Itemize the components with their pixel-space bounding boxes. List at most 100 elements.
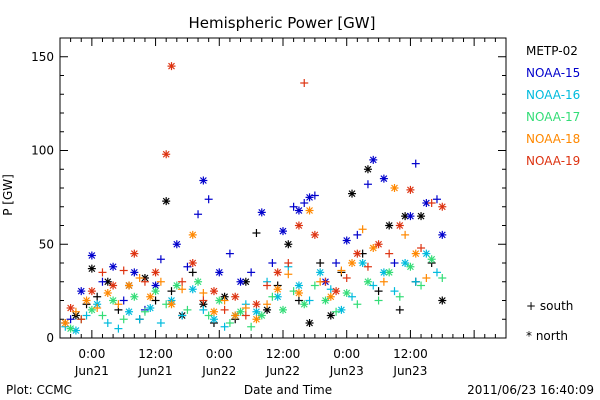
north-point (236, 307, 245, 316)
north-point (321, 296, 330, 305)
x-tick-date-label: Jun23 (392, 364, 427, 378)
north-point (130, 292, 139, 301)
north-point (87, 305, 96, 314)
north-point (284, 240, 293, 249)
north-point (342, 236, 351, 245)
marker-stroke (364, 165, 372, 173)
south-point (178, 285, 187, 294)
north-point (348, 189, 357, 198)
marker-stroke (306, 207, 313, 214)
south-point (363, 262, 372, 271)
south-point (178, 311, 187, 320)
marker-stroke (343, 237, 351, 244)
south-point (263, 281, 272, 290)
north-point (66, 304, 75, 312)
south-point (188, 268, 197, 277)
north-point (209, 287, 218, 296)
south-point (310, 281, 319, 290)
north-point (427, 255, 436, 264)
north-point (252, 300, 261, 309)
north-point (194, 277, 203, 286)
marker-stroke (189, 259, 197, 267)
north-point (422, 249, 431, 258)
south-point (289, 202, 298, 211)
north-point (358, 259, 367, 267)
marker-stroke (152, 287, 159, 295)
legend-entry: METP-02 (526, 44, 578, 58)
marker-stroke (417, 212, 425, 220)
y-tick-label: 50 (39, 237, 54, 251)
marker-stroke (364, 278, 372, 286)
marker-stroke (146, 304, 154, 312)
marker-stroke (83, 297, 90, 304)
marker-legend: + south * north (526, 299, 573, 343)
marker-stroke (258, 208, 266, 216)
marker-stroke (72, 327, 80, 334)
x-tick-date-label: Jun23 (329, 364, 364, 378)
marker-stroke (284, 240, 292, 248)
north-point (77, 287, 86, 296)
south-point (93, 292, 102, 301)
marker-stroke (369, 156, 377, 164)
marker-stroke (253, 308, 260, 316)
north-point (188, 259, 197, 267)
south-point (140, 307, 149, 316)
north-point (209, 315, 218, 324)
north-point (305, 206, 314, 215)
marker-stroke (438, 231, 446, 239)
marker-stroke (380, 268, 388, 276)
x-tick-date-label: Jun21 (74, 364, 109, 378)
south-point (358, 225, 367, 234)
south-point (82, 311, 91, 320)
south-point (199, 305, 208, 314)
south-point (167, 287, 176, 296)
marker-stroke (279, 227, 287, 235)
south-point (395, 292, 404, 301)
north-point (279, 227, 287, 236)
south-point (220, 296, 229, 305)
south-point (98, 268, 107, 277)
marker-stroke (422, 250, 430, 258)
south-point (401, 230, 410, 239)
marker-stroke (210, 315, 218, 323)
y-axis-label: P [GW] (1, 174, 15, 216)
north-point (66, 324, 75, 333)
north-point (252, 315, 261, 324)
marker-stroke (396, 222, 404, 229)
south-point (220, 322, 229, 331)
marker-stroke (109, 282, 117, 289)
marker-stroke (146, 293, 154, 301)
south-point (342, 274, 351, 282)
north-point (231, 292, 240, 301)
north-point (125, 307, 134, 316)
south-point (156, 319, 165, 327)
marker-stroke (316, 268, 324, 276)
south-point (294, 296, 303, 305)
south-point (77, 315, 86, 324)
south-point (98, 311, 107, 320)
south-point (183, 305, 192, 314)
north-point (342, 289, 351, 297)
marker-stroke (88, 287, 96, 295)
north-point (385, 221, 394, 230)
south-point (140, 277, 149, 286)
marker-stroke (253, 300, 260, 308)
south-point (310, 191, 319, 200)
north-point (236, 277, 245, 286)
north-point (252, 307, 261, 316)
north-point (257, 311, 266, 320)
x-tick-time-label: 0:00 (206, 347, 233, 361)
marker-stroke (274, 268, 282, 276)
south-point (411, 159, 420, 168)
marker-stroke (125, 308, 133, 316)
north-point (172, 281, 181, 290)
marker-stroke (422, 199, 430, 207)
marker-stroke (130, 293, 138, 301)
north-point (406, 185, 415, 194)
north-point (151, 287, 160, 296)
marker-stroke (67, 304, 75, 312)
data-points (61, 62, 447, 335)
legend-entry: NOAA-16 (526, 88, 580, 102)
south-point (71, 307, 80, 316)
south-point (66, 315, 75, 324)
